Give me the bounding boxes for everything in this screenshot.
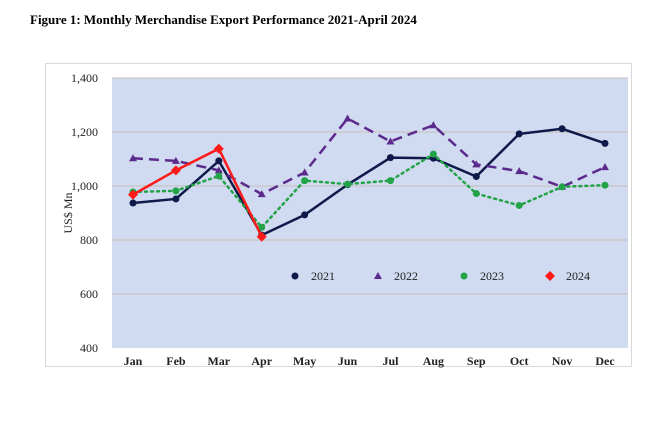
data-point: [386, 137, 395, 145]
data-point: [558, 183, 566, 191]
data-point: [515, 130, 523, 138]
legend-label: 2021: [311, 269, 335, 283]
series-2024: [128, 143, 267, 242]
data-point: [129, 199, 137, 207]
data-point: [344, 180, 352, 188]
legend-item-2021: 2021: [291, 269, 335, 283]
series-2023: [129, 150, 609, 231]
x-tick-label: Jan: [124, 354, 143, 368]
data-point: [601, 163, 609, 171]
data-point: [601, 139, 609, 147]
legend-label: 2024: [566, 269, 590, 283]
data-point: [343, 114, 352, 122]
x-tick-label: Apr: [251, 354, 272, 368]
series-line: [132, 127, 606, 237]
y-tick-label: 1,200: [71, 125, 98, 139]
data-point: [515, 201, 523, 209]
data-point: [257, 190, 266, 198]
x-tick-label: Sep: [467, 354, 486, 368]
data-point: [301, 211, 309, 219]
plot-area: [112, 78, 628, 348]
data-point: [472, 173, 480, 181]
x-tick-label: Dec: [595, 354, 615, 368]
y-tick-label: 800: [80, 233, 98, 247]
series-line: [131, 152, 607, 230]
legend-item-2022: 2022: [374, 269, 418, 283]
data-point: [515, 167, 524, 175]
data-point: [300, 168, 309, 176]
legend-item-2023: 2023: [460, 269, 504, 283]
data-point: [214, 166, 223, 174]
data-point: [429, 121, 438, 129]
data-point: [215, 172, 223, 180]
series-2022: [129, 114, 609, 198]
x-tick-label: Jun: [338, 354, 358, 368]
x-tick-label: Feb: [166, 354, 186, 368]
x-tick-label: Mar: [207, 354, 230, 368]
y-tick-label: 600: [80, 287, 98, 301]
x-tick-label: Nov: [552, 354, 573, 368]
data-point: [386, 177, 394, 185]
data-point: [472, 160, 481, 168]
data-point: [129, 154, 137, 162]
data-point: [291, 272, 299, 280]
legend-label: 2022: [394, 269, 418, 283]
y-axis-label: US$ Mn: [61, 192, 75, 233]
series-line: [132, 116, 606, 196]
data-point: [601, 181, 609, 189]
data-point: [429, 150, 437, 158]
data-point: [301, 177, 309, 185]
chart-title: Figure 1: Monthly Merchandise Export Per…: [30, 12, 417, 27]
data-point: [545, 271, 555, 281]
data-point: [460, 272, 468, 280]
data-point: [128, 189, 138, 200]
y-tick-label: 1,400: [71, 71, 98, 85]
chart-frame: [45, 63, 632, 367]
y-tick-label: 400: [80, 341, 98, 355]
legend-label: 2023: [480, 269, 504, 283]
legend-item-2024: 2024: [545, 269, 590, 283]
data-point: [172, 187, 180, 195]
data-point: [558, 125, 566, 133]
x-tick-label: Jul: [382, 354, 399, 368]
data-point: [256, 231, 267, 242]
series-line: [132, 147, 263, 238]
data-point: [374, 272, 382, 279]
data-point: [172, 195, 180, 203]
data-point: [170, 165, 181, 176]
x-tick-label: Aug: [423, 354, 444, 368]
x-tick-label: May: [293, 354, 316, 368]
data-point: [215, 157, 223, 165]
data-point: [213, 143, 224, 154]
data-point: [386, 154, 394, 162]
data-point: [472, 190, 480, 198]
y-tick-label: 1,000: [71, 179, 98, 193]
data-point: [258, 223, 266, 231]
series-2021: [129, 125, 609, 239]
data-point: [171, 156, 180, 164]
x-tick-label: Oct: [510, 354, 529, 368]
